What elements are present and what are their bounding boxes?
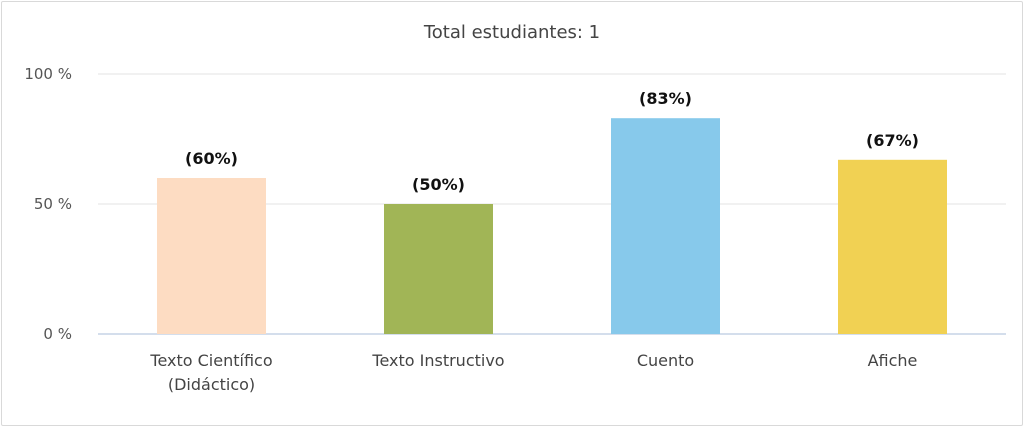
data-label: (83%) xyxy=(639,89,692,108)
data-label: (60%) xyxy=(185,149,238,168)
y-tick-label: 0 % xyxy=(43,325,72,343)
bars xyxy=(157,118,947,334)
data-label: (67%) xyxy=(866,131,919,150)
bar xyxy=(384,204,493,334)
category-labels: Texto Científico (Didáctico) Texto Instruc… xyxy=(149,351,917,394)
category-label: (Didáctico) xyxy=(168,375,255,394)
y-axis-ticks: 0 % 50 % 100 % xyxy=(24,65,72,343)
bar xyxy=(838,159,947,334)
y-tick-label: 50 % xyxy=(34,195,72,213)
category-label: Texto Científico xyxy=(149,351,272,370)
category-label: Cuento xyxy=(637,351,694,370)
y-tick-label: 100 % xyxy=(24,65,72,83)
data-labels: (60%) (50%) (83%) (67%) xyxy=(185,89,919,194)
bar xyxy=(611,118,720,334)
category-label: Texto Instructivo xyxy=(371,351,504,370)
chart-title: Total estudiantes: 1 xyxy=(423,22,601,43)
bar xyxy=(157,178,266,334)
data-label: (50%) xyxy=(412,175,465,194)
category-label: Afiche xyxy=(868,351,918,370)
